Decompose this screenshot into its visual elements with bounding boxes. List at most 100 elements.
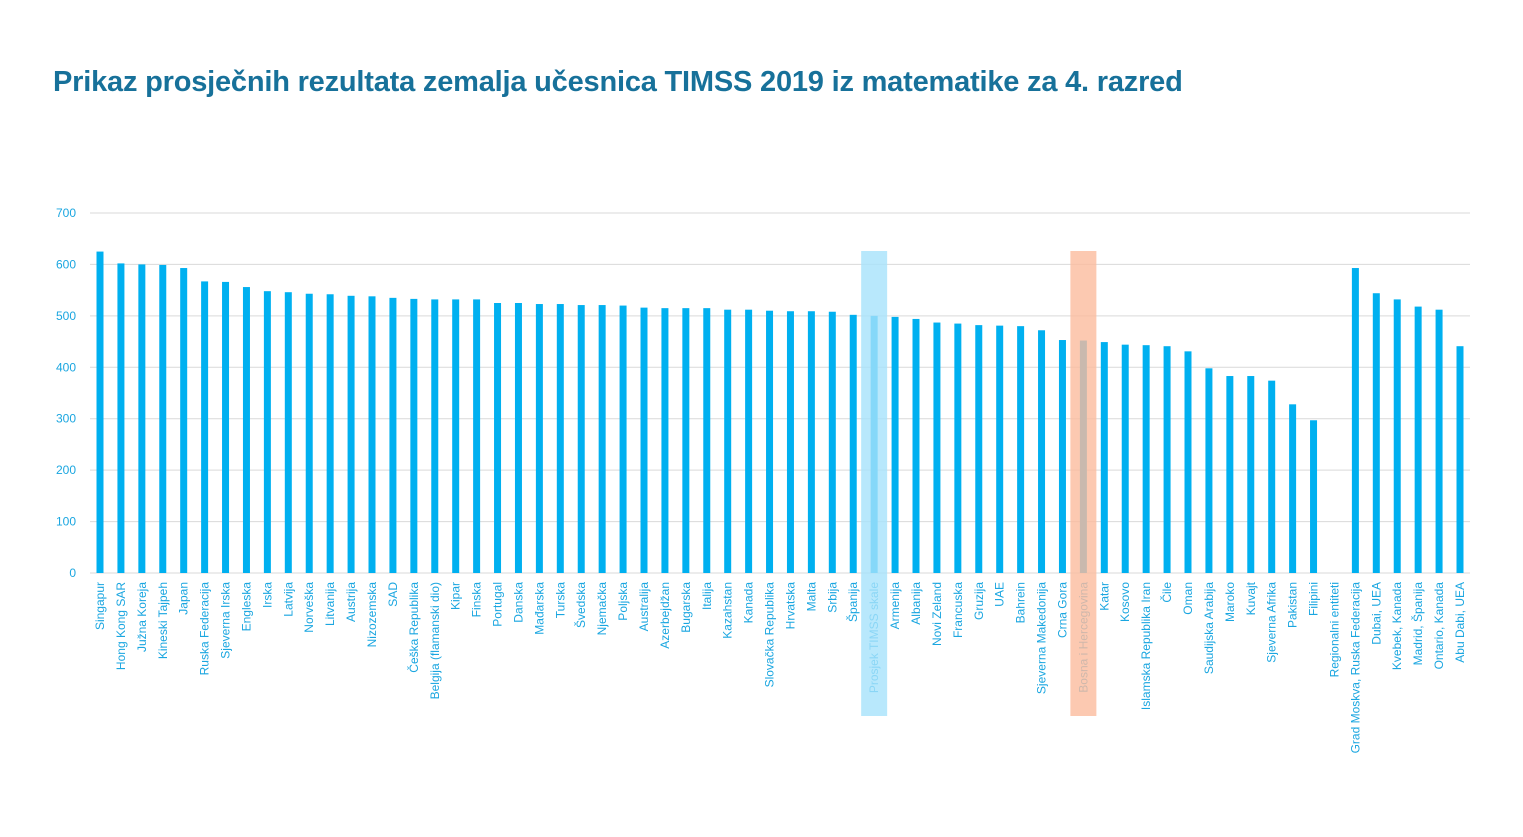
x-tick-label: Mađarska: [532, 582, 546, 635]
bar: [996, 325, 1004, 573]
bar: [1184, 351, 1192, 573]
x-tick-label: Engleska: [239, 582, 253, 632]
bar: [201, 281, 209, 573]
x-tick-label: Francuska: [951, 582, 965, 638]
x-tick-label: Regionalni entiteti: [1327, 582, 1341, 677]
bar: [138, 264, 146, 573]
bar: [849, 314, 857, 573]
bar: [263, 291, 271, 573]
bar: [347, 295, 355, 573]
bar: [1351, 268, 1359, 573]
y-tick-label: 500: [56, 309, 76, 323]
x-tick-label: Irska: [260, 582, 274, 608]
x-tick-label: Abu Dabi, UEA: [1453, 582, 1467, 663]
bar: [284, 292, 292, 573]
x-tick-label: Austrija: [344, 582, 358, 622]
bar: [1142, 345, 1150, 573]
bar: [954, 323, 962, 573]
bar: [1038, 330, 1046, 573]
x-tick-label: Australija: [637, 582, 651, 632]
bar: [305, 293, 313, 573]
bar: [1163, 346, 1171, 573]
x-tick-label: Filipini: [1307, 582, 1321, 616]
x-tick-label: Italija: [700, 582, 714, 610]
x-tick-label: Bahrein: [1014, 582, 1028, 623]
bar: [514, 303, 522, 573]
x-tick-label: Bugarska: [679, 582, 693, 633]
bar: [891, 316, 899, 573]
bar: [766, 310, 774, 573]
y-tick-label: 100: [56, 515, 76, 529]
x-tick-label: Nizozemska: [365, 582, 379, 648]
x-tick-label: Novi Zeland: [930, 582, 944, 646]
x-tick-label: Pakistan: [1286, 582, 1300, 628]
bar: [1121, 344, 1129, 573]
bar: [1268, 380, 1276, 573]
bar: [1393, 299, 1401, 573]
x-tick-label: Grad Moskva, Ruska Federacija: [1348, 582, 1362, 754]
bar: [1310, 420, 1318, 573]
bar: [473, 299, 481, 573]
x-tick-label: Belgija (flamanski dio): [428, 582, 442, 699]
x-tick-label: Norveška: [302, 582, 316, 633]
bar: [431, 299, 439, 573]
x-tick-label: Armenija: [888, 582, 902, 630]
bar: [786, 311, 794, 573]
x-tick-label: Sjeverna Afrika: [1265, 582, 1279, 663]
y-tick-label: 600: [56, 257, 76, 271]
bar: [661, 308, 669, 573]
bar: [1100, 342, 1108, 573]
bar: [556, 304, 564, 573]
bar: [1247, 376, 1255, 573]
x-tick-label: UAE: [993, 582, 1007, 607]
bar: [1058, 340, 1066, 573]
x-tick-label: Hong Kong SAR: [114, 582, 128, 670]
x-tick-label: Ruska Federacija: [198, 582, 212, 676]
highlight-box: [1070, 251, 1097, 716]
y-tick-label: 400: [56, 360, 76, 374]
x-tick-label: Južna Koreja: [135, 582, 149, 652]
x-tick-label: Malta: [804, 582, 818, 612]
x-tick-label: Gruzija: [972, 582, 986, 620]
x-tick-label: Turska: [553, 582, 567, 619]
x-tick-label: Crna Gora: [1055, 582, 1069, 638]
x-tick-label: Madrid, Španija: [1410, 582, 1425, 666]
bar: [180, 268, 188, 573]
x-tick-label: Katar: [1097, 582, 1111, 611]
bar: [745, 309, 753, 573]
bar: [368, 296, 376, 573]
bar: [1289, 404, 1297, 573]
highlight-box: [861, 251, 888, 716]
x-tick-label: Kanada: [742, 582, 756, 624]
bar: [724, 309, 732, 573]
x-tick-label: Španija: [845, 582, 860, 622]
x-tick-label: Kvebek, Kanada: [1390, 582, 1404, 670]
y-tick-label: 0: [69, 566, 76, 580]
bar: [222, 281, 230, 573]
bar: [703, 308, 711, 573]
x-tick-label: Njemačka: [595, 582, 609, 636]
x-tick-label: Japan: [177, 582, 191, 615]
bar: [1435, 309, 1443, 573]
bar: [242, 287, 250, 573]
bar: [1414, 306, 1422, 573]
y-tick-label: 200: [56, 463, 76, 477]
bar: [933, 322, 941, 573]
x-tick-label: Srbija: [825, 582, 839, 613]
bar: [389, 297, 397, 573]
bar: [1017, 326, 1025, 573]
bar: [828, 311, 836, 573]
x-tick-label: Sjeverna Makedonija: [1035, 582, 1049, 694]
x-tick-label: Albanija: [909, 582, 923, 625]
bar: [1372, 293, 1380, 573]
chart-title: Prikaz prosječnih rezultata zemalja učes…: [53, 66, 1183, 98]
x-tick-label: Kosovo: [1118, 582, 1132, 622]
y-tick-label: 700: [56, 206, 76, 220]
x-tick-label: Oman: [1181, 582, 1195, 615]
x-tick-label: Portugal: [491, 582, 505, 627]
x-tick-label: Kuvajt: [1244, 581, 1258, 615]
x-tick-label: Finska: [470, 582, 484, 618]
x-tick-label: Dubai, UEA: [1369, 582, 1383, 645]
x-tick-label: Kineski Tajpeh: [156, 582, 170, 659]
